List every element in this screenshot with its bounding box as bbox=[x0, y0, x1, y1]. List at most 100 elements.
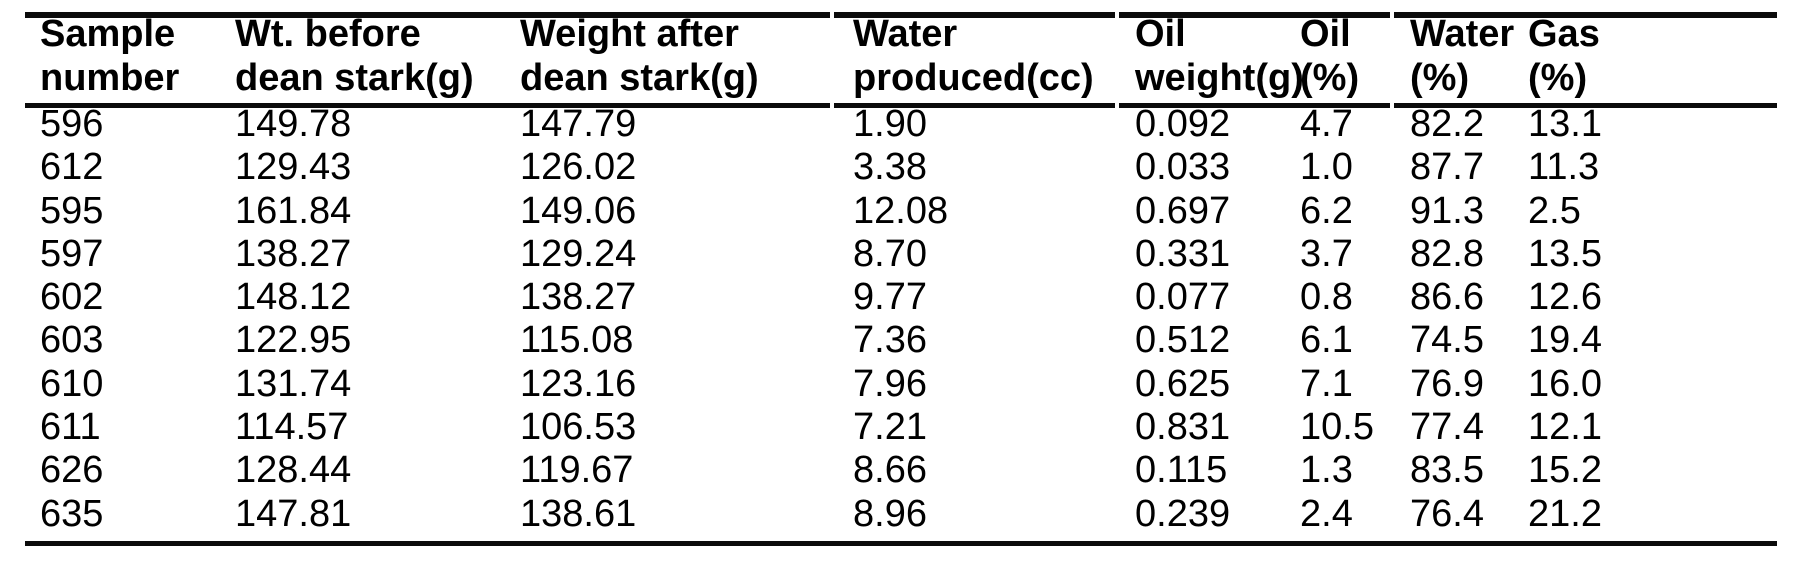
table-row: 612 129.43 126.02 3.38 0.033 1.0 87.7 11.3 bbox=[0, 146, 1802, 189]
header-line: Water bbox=[1410, 13, 1515, 55]
table-cell: 602 bbox=[40, 276, 104, 319]
top-rule-segment bbox=[834, 12, 1115, 18]
table-cell: 106.53 bbox=[520, 406, 637, 449]
table-cell: 7.21 bbox=[853, 406, 927, 449]
header-rule-segment bbox=[25, 103, 830, 108]
table-cell: 76.9 bbox=[1410, 362, 1484, 405]
header-line: dean stark(g) bbox=[235, 57, 474, 99]
table-cell: 2.4 bbox=[1300, 492, 1353, 535]
table-cell: 12.6 bbox=[1528, 276, 1602, 319]
table-cell: 3.7 bbox=[1300, 232, 1353, 275]
bottom-rule bbox=[25, 541, 1777, 546]
table-cell: 0.697 bbox=[1135, 189, 1231, 232]
table-cell: 131.74 bbox=[235, 362, 352, 405]
table-cell: 91.3 bbox=[1410, 189, 1484, 232]
table-cell: 83.5 bbox=[1410, 449, 1484, 492]
header-rule-segment bbox=[1394, 103, 1777, 108]
table-cell: 8.70 bbox=[853, 232, 927, 275]
table-cell: 76.4 bbox=[1410, 492, 1484, 535]
table-cell: 161.84 bbox=[235, 189, 352, 232]
table-cell: 128.44 bbox=[235, 449, 352, 492]
table-cell: 147.79 bbox=[520, 103, 637, 145]
col-header-sample-number: Sample number bbox=[0, 12, 215, 103]
table-cell: 149.78 bbox=[235, 103, 352, 145]
table-body: 596 149.78 147.79 1.90 0.092 4.7 82.2 13.1 612 12… bbox=[0, 103, 1802, 536]
header-line: (%) bbox=[1528, 57, 1588, 99]
header-line: dean stark(g) bbox=[520, 57, 759, 99]
table-cell: 0.331 bbox=[1135, 232, 1231, 275]
table-cell: 612 bbox=[40, 146, 104, 189]
col-header-oil-pct: Oil (%) bbox=[1280, 12, 1390, 103]
table-cell: 138.27 bbox=[235, 232, 352, 275]
header-line: Wt. before bbox=[235, 13, 421, 55]
table-cell: 138.27 bbox=[520, 276, 637, 319]
table-cell: 8.66 bbox=[853, 449, 927, 492]
table-row: 603 122.95 115.08 7.36 0.512 6.1 74.5 19.4 bbox=[0, 319, 1802, 362]
table-cell: 123.16 bbox=[520, 362, 637, 405]
table-cell: 82.2 bbox=[1410, 103, 1484, 145]
table-cell: 626 bbox=[40, 449, 104, 492]
table-cell: 126.02 bbox=[520, 146, 637, 189]
header-line: (%) bbox=[1300, 57, 1360, 99]
table-row: 635 147.81 138.61 8.96 0.239 2.4 76.4 21.2 bbox=[0, 493, 1802, 536]
table-cell: 0.115 bbox=[1135, 449, 1228, 492]
table-cell: 19.4 bbox=[1528, 319, 1602, 362]
table-cell: 87.7 bbox=[1410, 146, 1484, 189]
table-row: 602 148.12 138.27 9.77 0.077 0.8 86.6 12.6 bbox=[0, 276, 1802, 319]
table-cell: 0.8 bbox=[1300, 276, 1353, 319]
header-line: produced(cc) bbox=[853, 57, 1094, 99]
table-row: 611 114.57 106.53 7.21 0.831 10.5 77.4 12.1 bbox=[0, 406, 1802, 449]
table-cell: 6.2 bbox=[1300, 189, 1353, 232]
table-cell: 7.36 bbox=[853, 319, 927, 362]
header-rule-segment bbox=[1119, 103, 1390, 108]
table-cell: 0.239 bbox=[1135, 492, 1231, 535]
table-cell: 74.5 bbox=[1410, 319, 1484, 362]
table-row: 595 161.84 149.06 12.08 0.697 6.2 91.3 2.5 bbox=[0, 190, 1802, 233]
table-cell: 3.38 bbox=[853, 146, 927, 189]
table-cell: 129.24 bbox=[520, 232, 637, 275]
table-cell: 597 bbox=[40, 232, 104, 275]
top-rule-segment bbox=[25, 12, 830, 18]
table-cell: 13.1 bbox=[1528, 103, 1602, 145]
table-cell: 7.96 bbox=[853, 362, 927, 405]
table-cell: 148.12 bbox=[235, 276, 352, 319]
col-header-water-produced: Water produced(cc) bbox=[830, 12, 1115, 103]
col-header-gas-pct: Gas (%) bbox=[1508, 12, 1802, 103]
header-line: Water bbox=[853, 13, 958, 55]
table-cell: 610 bbox=[40, 362, 104, 405]
header-line: Sample bbox=[40, 13, 176, 55]
table-row: 597 138.27 129.24 8.70 0.331 3.7 82.8 13.5 bbox=[0, 233, 1802, 276]
table-cell: 77.4 bbox=[1410, 406, 1484, 449]
table-cell: 13.5 bbox=[1528, 232, 1602, 275]
header-line: Oil bbox=[1135, 13, 1186, 55]
table-cell: 149.06 bbox=[520, 189, 637, 232]
table-cell: 147.81 bbox=[235, 492, 352, 535]
table-cell: 12.08 bbox=[853, 189, 949, 232]
table-cell: 138.61 bbox=[520, 492, 637, 535]
table-cell: 11.3 bbox=[1528, 146, 1600, 189]
table-cell: 10.5 bbox=[1300, 406, 1374, 449]
table-cell: 86.6 bbox=[1410, 276, 1484, 319]
table-row: 626 128.44 119.67 8.66 0.115 1.3 83.5 15.2 bbox=[0, 449, 1802, 492]
header-line: (%) bbox=[1410, 57, 1470, 99]
table-cell: 114.57 bbox=[235, 406, 349, 449]
col-header-weight-after-dean-stark: Weight after dean stark(g) bbox=[500, 12, 830, 103]
table-cell: 4.7 bbox=[1300, 103, 1353, 145]
table-cell: 1.90 bbox=[853, 103, 927, 145]
table-cell: 0.625 bbox=[1135, 362, 1231, 405]
header-line: Oil bbox=[1300, 13, 1351, 55]
table-cell: 0.077 bbox=[1135, 276, 1231, 319]
header-line: number bbox=[40, 57, 180, 99]
data-table: Sample number Wt. before dean stark(g) W… bbox=[0, 12, 1802, 536]
table-cell: 1.0 bbox=[1300, 146, 1353, 189]
header-rule-segment bbox=[834, 103, 1115, 108]
table-cell: 82.8 bbox=[1410, 232, 1484, 275]
col-header-wt-before-dean-stark: Wt. before dean stark(g) bbox=[215, 12, 500, 103]
header-line: Weight after bbox=[520, 13, 739, 55]
table-cell: 603 bbox=[40, 319, 104, 362]
table-cell: 12.1 bbox=[1528, 406, 1602, 449]
table-cell: 611 bbox=[40, 406, 101, 449]
table-cell: 0.831 bbox=[1135, 406, 1231, 449]
table-cell: 16.0 bbox=[1528, 362, 1602, 405]
